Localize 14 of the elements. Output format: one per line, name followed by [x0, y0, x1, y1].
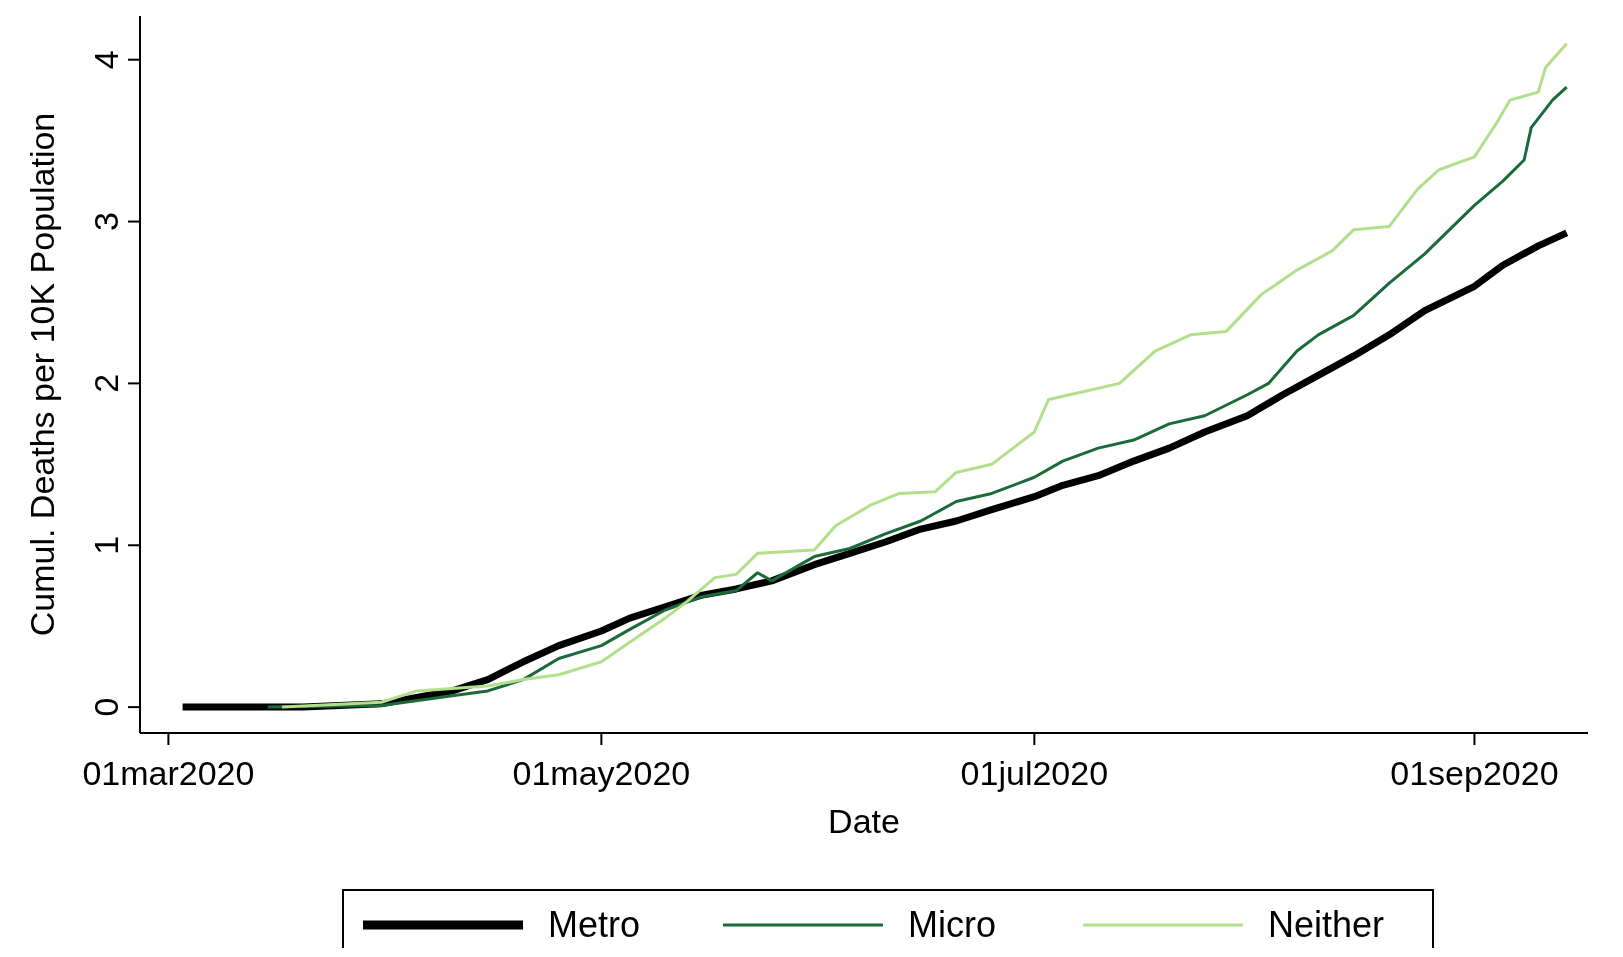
y-tick-label: 2	[87, 373, 125, 393]
x-tick-label: 01mar2020	[82, 754, 255, 792]
y-tick-label: 4	[87, 50, 125, 70]
y-tick-label: 3	[87, 212, 125, 232]
y-tick-label: 1	[87, 535, 125, 555]
x-tick-label: 01jul2020	[960, 754, 1109, 792]
legend-label: Neither	[1268, 904, 1385, 945]
legend-label: Micro	[908, 904, 996, 945]
y-tick-label: 0	[87, 697, 125, 717]
y-axis-title: Cumul. Deaths per 10K Population	[23, 112, 61, 637]
x-axis-title: Date	[828, 802, 900, 840]
legend-label: Metro	[548, 904, 641, 945]
x-tick-label: 01may2020	[512, 754, 691, 792]
x-tick-label: 01sep2020	[1390, 754, 1559, 792]
